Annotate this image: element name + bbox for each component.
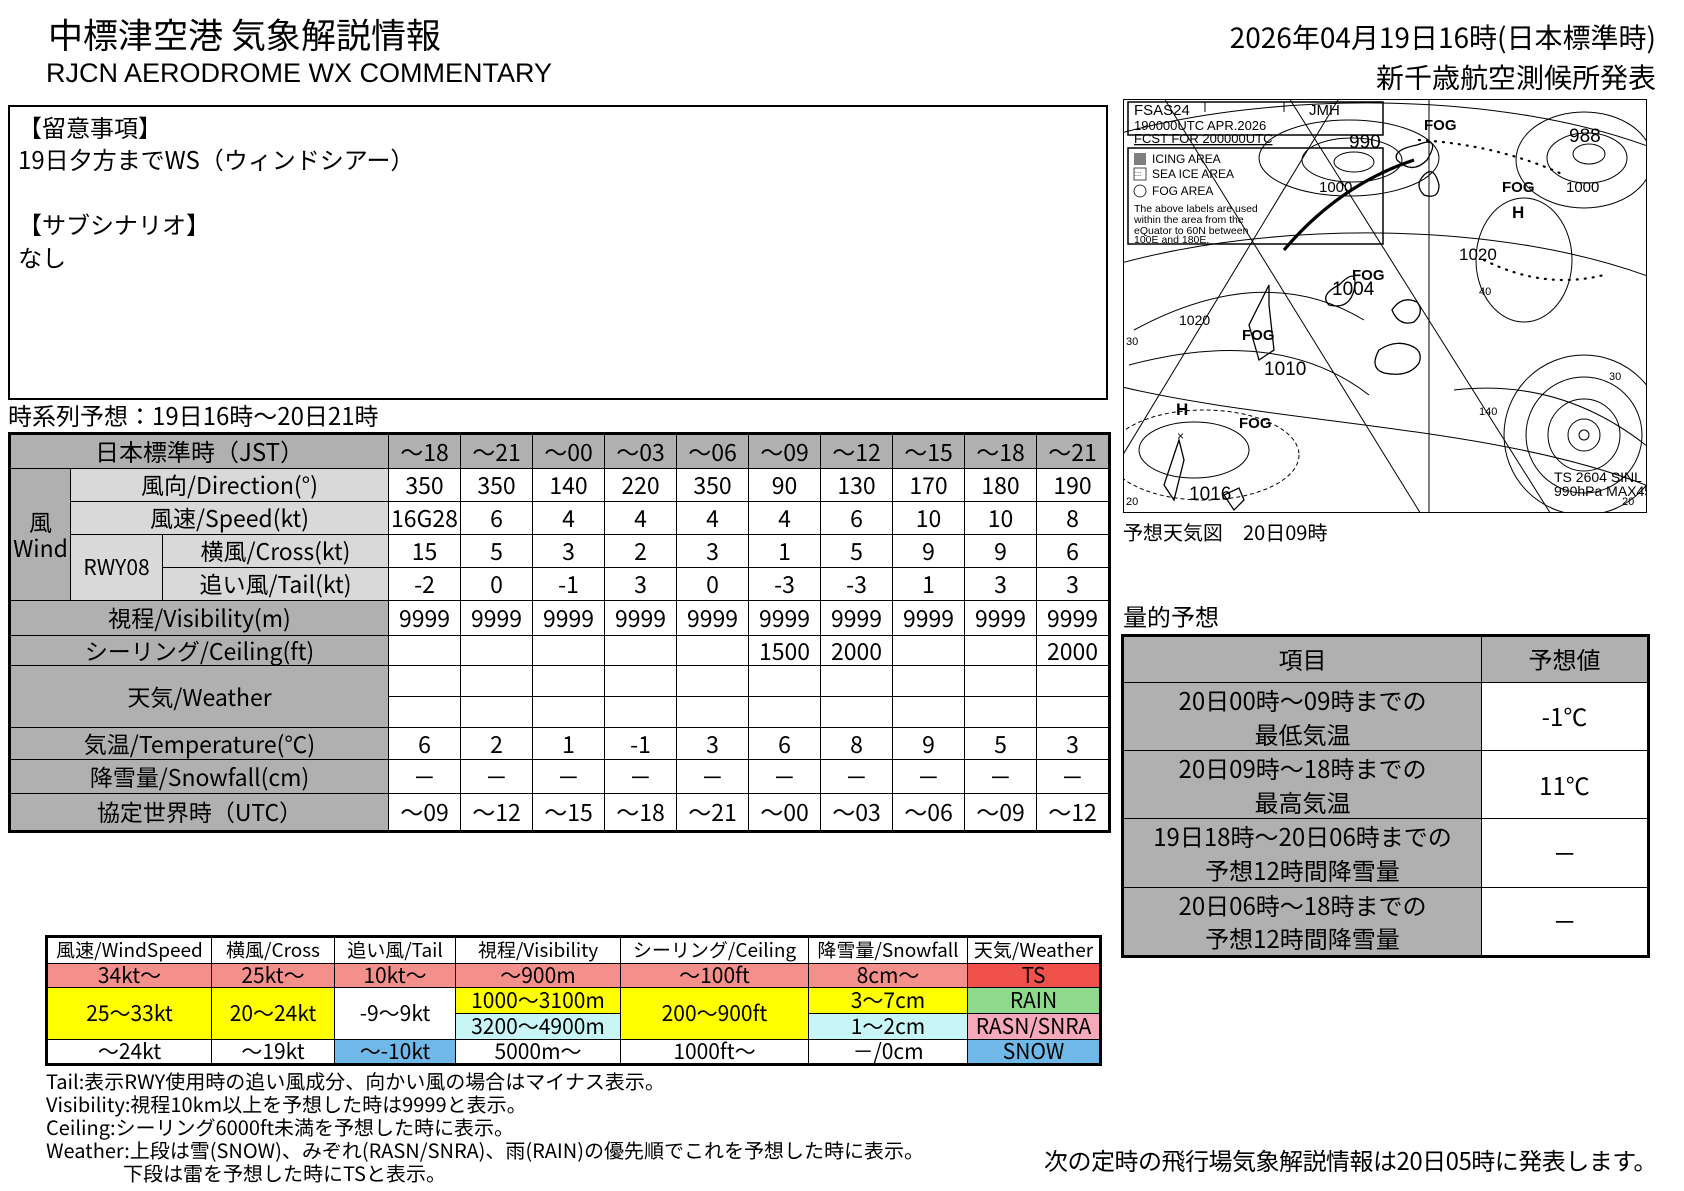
svg-text:140: 140 (1479, 406, 1497, 418)
svg-text:100E and 180E.: 100E and 180E. (1134, 234, 1209, 246)
svg-text:FOG: FOG (1242, 327, 1275, 344)
svg-text:H: H (1176, 400, 1188, 419)
svg-text:40: 40 (1479, 286, 1491, 298)
svg-text:1010: 1010 (1264, 359, 1306, 380)
svg-text:ICING AREA: ICING AREA (1152, 152, 1221, 166)
svg-text:FOG: FOG (1502, 179, 1535, 196)
svg-text:FOG: FOG (1424, 117, 1457, 134)
svg-text:30: 30 (1609, 371, 1621, 383)
svg-text:×: × (1177, 429, 1184, 443)
svg-text:20: 20 (1126, 496, 1138, 508)
svg-text:988: 988 (1569, 126, 1601, 147)
svg-text:FSAS24: FSAS24 (1134, 102, 1190, 119)
svg-text:20: 20 (1622, 496, 1634, 508)
svg-text:FOG: FOG (1239, 415, 1272, 432)
svg-text:1000: 1000 (1566, 179, 1599, 196)
svg-text:FOG AREA: FOG AREA (1152, 184, 1213, 198)
svg-text:FCST FOR 200000UTC: FCST FOR 200000UTC (1134, 131, 1272, 146)
svg-text:1020: 1020 (1459, 245, 1497, 264)
svg-text:FOG: FOG (1352, 267, 1385, 284)
svg-text:30: 30 (1126, 336, 1138, 348)
svg-text:SEA ICE AREA: SEA ICE AREA (1152, 167, 1234, 181)
svg-text:990: 990 (1349, 132, 1381, 153)
svg-text:1020: 1020 (1179, 312, 1210, 328)
svg-text:1016: 1016 (1189, 484, 1231, 505)
svg-text:H: H (1512, 203, 1524, 222)
svg-text:::::: :::: (1134, 171, 1142, 178)
svg-text:1000: 1000 (1319, 179, 1352, 196)
